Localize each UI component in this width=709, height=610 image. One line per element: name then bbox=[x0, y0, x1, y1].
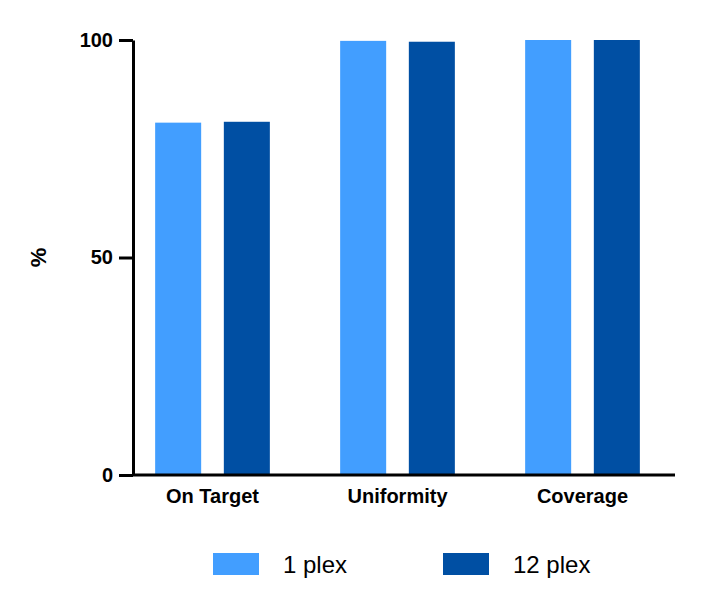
y-axis: 0 50 100 bbox=[80, 29, 134, 486]
y-tick: 100 bbox=[80, 29, 133, 51]
x-axis-line bbox=[133, 474, 675, 477]
y-tick-mark bbox=[119, 474, 133, 477]
legend-item: 12 plex bbox=[443, 551, 590, 578]
bar bbox=[594, 40, 640, 475]
bars bbox=[155, 40, 640, 475]
legend-swatch bbox=[443, 553, 489, 575]
y-tick: 0 bbox=[102, 464, 133, 486]
series-bars bbox=[224, 40, 640, 475]
x-tick: On Target bbox=[166, 485, 259, 507]
bar bbox=[155, 123, 201, 475]
series-bars bbox=[155, 40, 571, 475]
legend-item: 1 plex bbox=[213, 551, 347, 578]
y-tick-label: 100 bbox=[80, 29, 113, 51]
y-axis-title: % bbox=[26, 248, 51, 268]
y-tick: 50 bbox=[91, 246, 133, 268]
legend-label: 12 plex bbox=[513, 551, 590, 578]
legend: 1 plex 12 plex bbox=[213, 551, 590, 578]
bar bbox=[340, 41, 386, 475]
bar bbox=[224, 122, 270, 475]
x-axis: On Target Uniformity Coverage bbox=[133, 475, 675, 507]
x-tick: Uniformity bbox=[348, 485, 449, 507]
y-tick-label: 50 bbox=[91, 246, 113, 268]
x-tick-label: Uniformity bbox=[348, 485, 449, 507]
bar bbox=[409, 42, 455, 475]
bar bbox=[525, 40, 571, 475]
y-tick-mark bbox=[119, 39, 133, 42]
y-tick-label: 0 bbox=[102, 464, 113, 486]
y-tick-mark bbox=[119, 257, 133, 260]
x-tick-label: Coverage bbox=[537, 485, 628, 507]
x-tick-label: On Target bbox=[166, 485, 259, 507]
x-tick: Coverage bbox=[537, 485, 628, 507]
legend-swatch bbox=[213, 553, 259, 575]
legend-label: 1 plex bbox=[283, 551, 347, 578]
